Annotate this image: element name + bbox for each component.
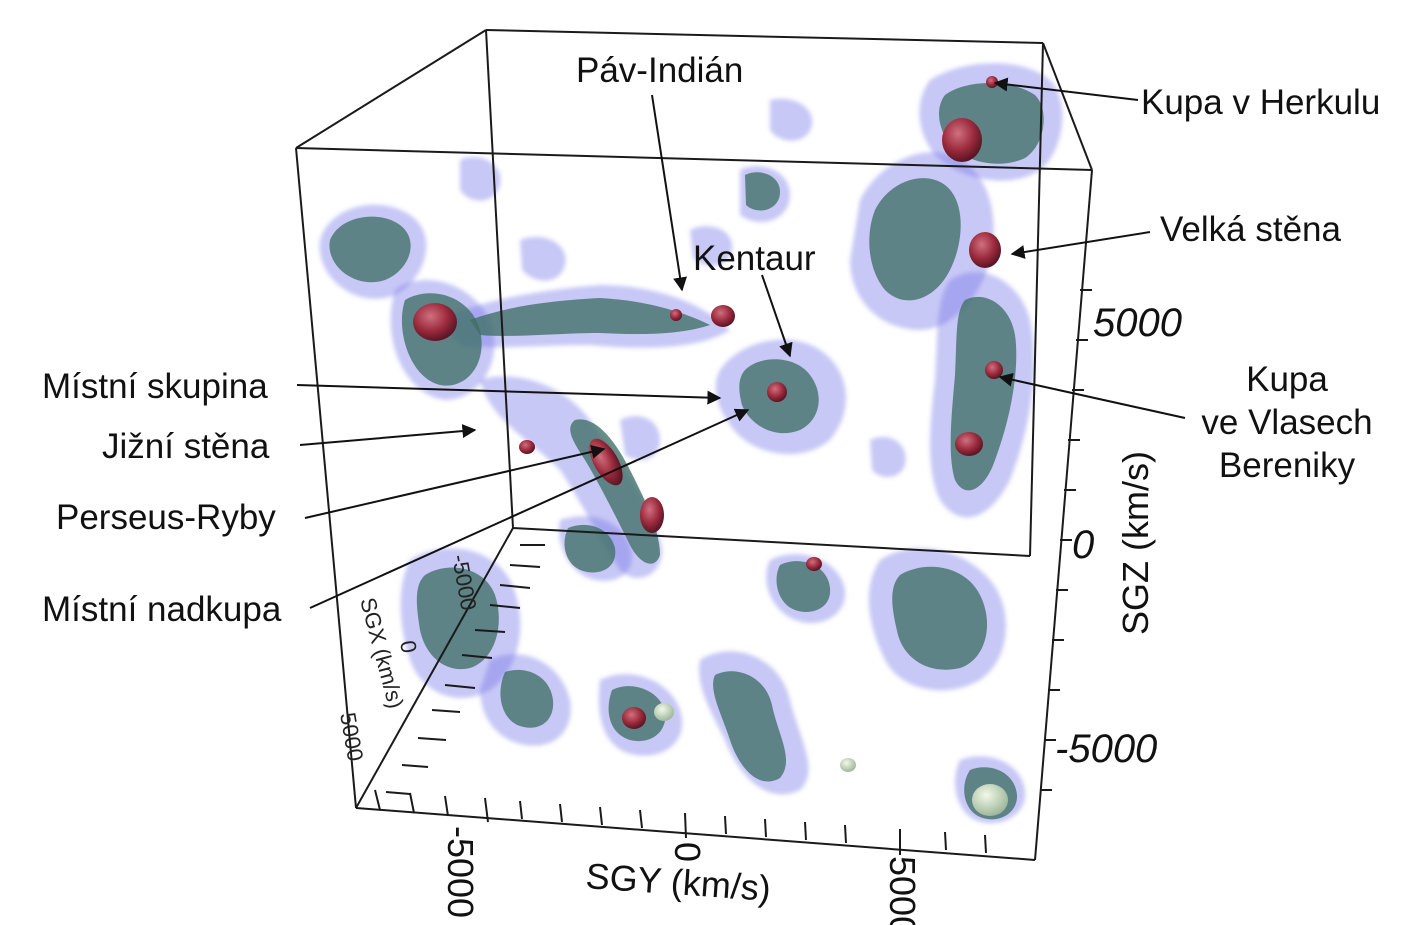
label-mistni-nadkupa: Místní nadkupa xyxy=(42,590,282,629)
sgz-tick-minus5000: -5000 xyxy=(1055,727,1157,771)
label-kupa-line3: Bereniky xyxy=(1219,446,1356,485)
sgx-tick-5000: 5000 xyxy=(335,711,368,764)
core-blob xyxy=(806,557,822,571)
core-blob xyxy=(985,361,1003,379)
label-kupa-line1: Kupa xyxy=(1246,360,1328,399)
sgx-tick-0: 0 xyxy=(395,639,422,655)
core-blob xyxy=(519,440,535,454)
pale-blob xyxy=(654,703,674,721)
callout-arrows xyxy=(296,77,1186,609)
label-kupa-ve-vlasech-bereniky: Kupa ve Vlasech Bereniky xyxy=(1201,360,1372,485)
label-perseus-ryby: Perseus-Ryby xyxy=(56,498,276,537)
core-blob xyxy=(767,382,787,402)
label-kentaur: Kentaur xyxy=(693,239,816,278)
label-velka-stena: Velká stěna xyxy=(1160,210,1341,249)
density-structures xyxy=(319,63,1063,824)
sgy-tick-minus5000: -5000 xyxy=(440,826,481,918)
core-blob xyxy=(986,76,998,88)
sgz-tick-5000: 5000 xyxy=(1093,301,1182,345)
bounding-box-frame xyxy=(295,29,1093,861)
label-kupa-line2: ve Vlasech xyxy=(1201,403,1372,442)
pale-blobs xyxy=(654,703,1008,816)
sgz-axis-title: SGZ (km/s) xyxy=(1115,451,1156,635)
label-mistni-skupina: Místní skupina xyxy=(42,367,268,406)
sgy-tick-5000: 5000 xyxy=(882,856,923,925)
core-blob xyxy=(413,303,457,341)
core-blob xyxy=(670,309,682,321)
core-blob xyxy=(640,497,664,533)
core-blob xyxy=(711,305,735,327)
cluster-cores xyxy=(413,76,1003,729)
pale-blob xyxy=(840,758,856,772)
pale-blob xyxy=(972,784,1008,816)
sgy-axis: SGY (km/s) -5000 0 5000 xyxy=(440,826,923,925)
label-jizni-stena: Jižní stěna xyxy=(102,427,270,466)
core-blob xyxy=(969,232,1001,268)
tick-marks xyxy=(374,289,1092,855)
sgy-tick-0: 0 xyxy=(667,842,708,862)
sgy-axis-title: SGY (km/s) xyxy=(584,855,772,909)
sgz-tick-0: 0 xyxy=(1072,523,1094,567)
sgz-axis: 5000 0 -5000 SGZ (km/s) xyxy=(1055,301,1182,771)
label-pav-indian: Páv-Indián xyxy=(576,51,743,90)
region-labels: Páv-Indián Kupa v Herkulu Velká stěna Ke… xyxy=(42,51,1380,629)
core-blob xyxy=(942,118,982,162)
core-blob xyxy=(622,707,646,729)
core-blob xyxy=(955,432,983,456)
label-kupa-v-herkulu: Kupa v Herkulu xyxy=(1141,83,1380,122)
